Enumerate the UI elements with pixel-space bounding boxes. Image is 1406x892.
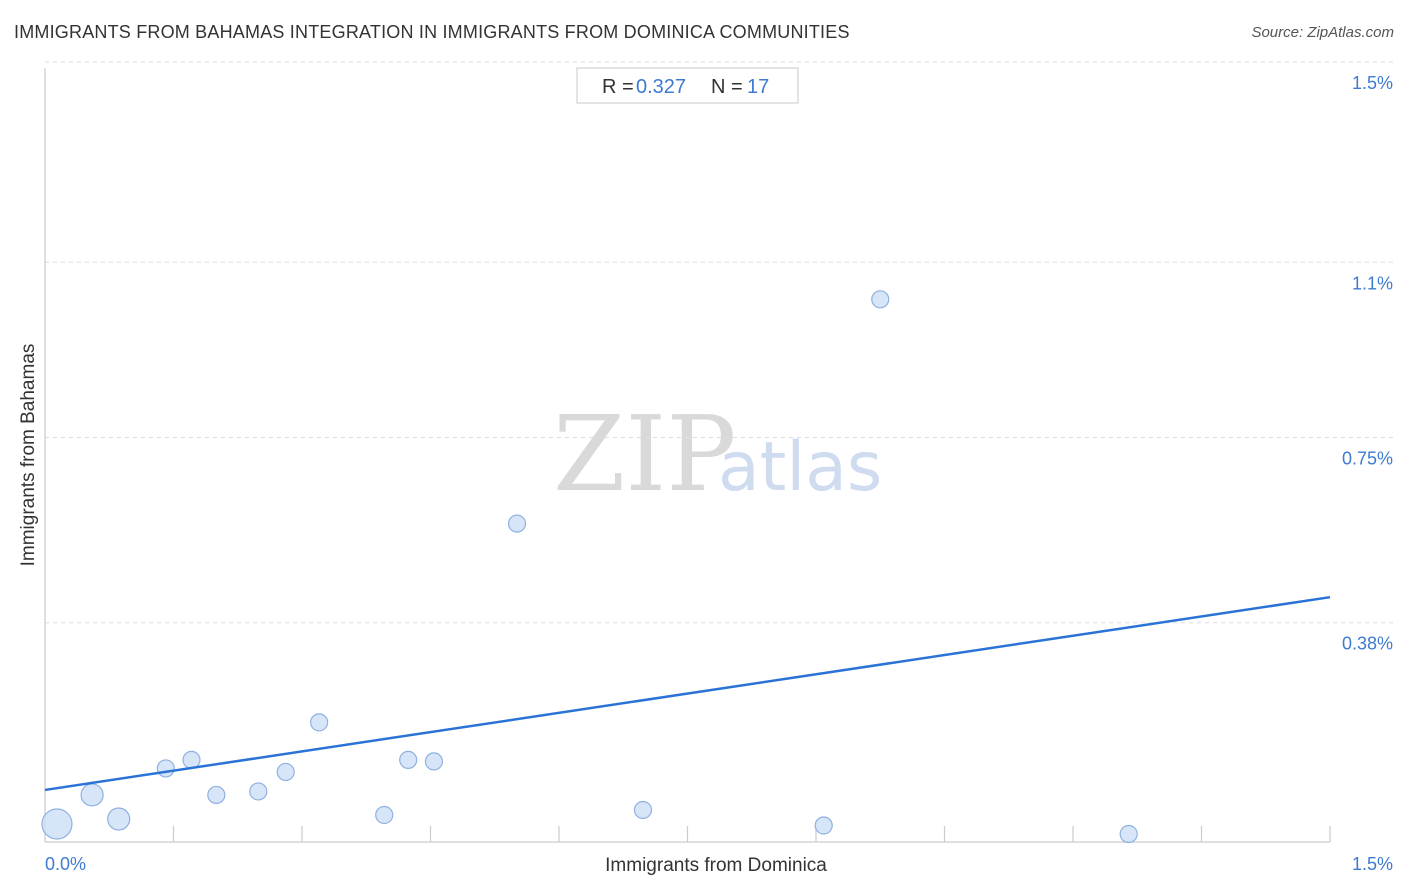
data-point-8 xyxy=(310,713,329,732)
x-tick-label-0: 0.0% xyxy=(45,854,86,874)
stats-box: R = 0.327 N = 17 xyxy=(576,67,799,104)
data-point-14 xyxy=(814,816,833,835)
chart-title: IMMIGRANTS FROM BAHAMAS INTEGRATION IN I… xyxy=(14,22,850,42)
y-tick-label-0: 1.5% xyxy=(1352,73,1393,93)
data-point-15 xyxy=(871,290,890,309)
data-point-9 xyxy=(375,805,394,825)
data-point-5 xyxy=(207,785,226,805)
watermark-zip: ZIP xyxy=(553,393,736,515)
data-point-1 xyxy=(80,783,104,807)
x-axis-ticks xyxy=(172,826,1331,842)
gridlines xyxy=(45,61,1393,624)
y-tick-label-1: 1.1% xyxy=(1352,273,1393,293)
y-axis-label: Immigrants from Bahamas xyxy=(18,344,39,567)
y-tick-label-2: 0.75% xyxy=(1342,449,1393,469)
data-point-16 xyxy=(1119,824,1138,844)
watermark: ZIP atlas xyxy=(553,393,882,515)
r-key: R = xyxy=(602,76,634,98)
x-axis-tick-labels: 0.0% 1.5% xyxy=(45,854,1393,874)
data-point-2 xyxy=(107,807,131,831)
data-point-10 xyxy=(399,750,418,770)
data-point-12 xyxy=(507,514,527,533)
n-key: N = xyxy=(711,76,743,98)
x-axis-label: Immigrants from Dominica xyxy=(605,855,827,876)
data-point-11 xyxy=(424,752,444,771)
data-point-0 xyxy=(41,808,73,840)
source-label: Source: ZipAtlas.com xyxy=(1251,24,1394,41)
n-value: 17 xyxy=(747,76,769,98)
data-points xyxy=(41,290,1138,844)
x-tick-label-1: 1.5% xyxy=(1352,854,1393,874)
y-axis-tick-labels: 1.5% 1.1% 0.75% 0.38% xyxy=(1342,73,1393,654)
trend-line xyxy=(44,595,1331,792)
watermark-atlas: atlas xyxy=(718,428,882,507)
data-point-7 xyxy=(276,762,295,782)
data-point-13 xyxy=(633,800,653,820)
r-value: 0.327 xyxy=(636,76,686,98)
data-point-3 xyxy=(156,759,175,778)
y-tick-label-3: 0.38% xyxy=(1342,634,1393,654)
data-point-6 xyxy=(249,782,268,801)
